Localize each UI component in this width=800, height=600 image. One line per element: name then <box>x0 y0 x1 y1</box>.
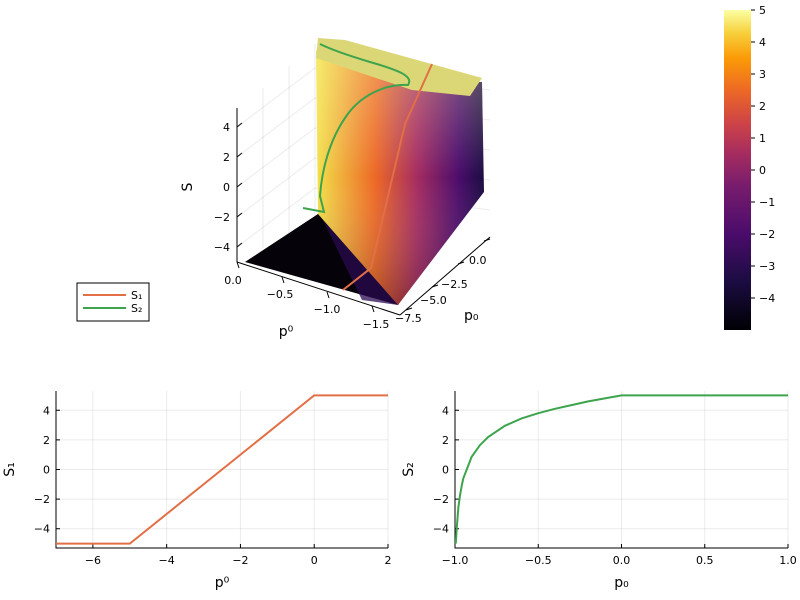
surface-x-tick: −2.5 <box>441 278 468 291</box>
surface-plateau <box>316 38 482 96</box>
s1-x-tick: −2 <box>232 554 248 567</box>
s2-series-line <box>454 394 788 544</box>
surface-z-tick: 2 <box>223 151 230 164</box>
s2-y-tick: 4 <box>442 404 449 417</box>
legend-box <box>76 282 150 322</box>
colorbar-tick: 0 <box>759 164 766 177</box>
surface-z-tick: −2 <box>214 211 230 224</box>
s1-series-line <box>56 394 388 545</box>
surface-x-axis-line <box>399 236 491 316</box>
s2-x-tick: −0.5 <box>525 554 552 567</box>
legend-s1-label: S₁ <box>131 289 142 302</box>
surface-slope-shade <box>316 50 484 305</box>
colorbar-tick: −4 <box>759 292 775 305</box>
s1-y-tick: −4 <box>34 523 50 536</box>
surface-z-ticks: 4 2 0 −2 −4 <box>214 121 243 254</box>
surface-y-tick: −1.5 <box>363 318 390 331</box>
s2-y-tick: 2 <box>442 434 449 447</box>
colorbar-tick: 1 <box>759 132 766 145</box>
surface-s2-curve <box>302 43 411 214</box>
surface-z-label: S <box>180 182 196 191</box>
s2-y-label: S₂ <box>401 462 417 477</box>
s2-y-tick: −2 <box>433 493 449 506</box>
legend-s2-label: S₂ <box>131 302 142 315</box>
s2-x-tick: 0.0 <box>613 554 631 567</box>
surface-y-tick: 0.0 <box>224 274 242 287</box>
s1-y-tick: 2 <box>43 434 50 447</box>
surface-legend: S₁ S₂ <box>76 282 150 322</box>
s2-x-tick: 1.0 <box>779 554 797 567</box>
s1-y-tick: 4 <box>43 404 50 417</box>
s2-y-tick: −4 <box>433 523 449 536</box>
s1-x-tick: 2 <box>385 554 392 567</box>
s1-x-tick: −4 <box>159 554 175 567</box>
s1-line-chart: −6 −4 −2 0 2 4 2 0 −2 −4 p⁰ S₁ <box>2 391 392 591</box>
surface-y-ticks: 0.0 −0.5 −1.0 −1.5 <box>224 261 390 331</box>
s1-x-tick: −6 <box>85 554 101 567</box>
s2-y-tick: 0 <box>442 464 449 477</box>
colorbar-tick: 3 <box>759 68 766 81</box>
colorbar-ticks: 5 4 3 2 1 0 −1 −2 −3 −4 <box>751 4 775 305</box>
surface-x-tick: −7.5 <box>395 312 422 325</box>
s1-x-label: p⁰ <box>215 575 230 591</box>
surface-plot: 4 2 0 −2 −4 S 0.0 −0.5 −1.0 −1.5 p⁰ 0.0 … <box>76 38 491 340</box>
surface-z-tick: 4 <box>223 121 230 134</box>
s1-y-tick: 0 <box>43 464 50 477</box>
surface-x-label: p₀ <box>464 308 479 324</box>
colorbar-tick: 2 <box>759 100 766 113</box>
surface-z-tick: −4 <box>214 241 230 254</box>
s2-x-tick: 0.5 <box>696 554 714 567</box>
colorbar-gradient <box>724 10 751 330</box>
colorbar-tick: 4 <box>759 36 766 49</box>
surface-x-ticks: 0.0 −2.5 −5.0 −7.5 <box>395 238 491 325</box>
colorbar-tick: −2 <box>759 228 775 241</box>
colorbar-tick: −1 <box>759 196 775 209</box>
s2-x-tick: −1.0 <box>442 554 469 567</box>
surface-x-tick: 0.0 <box>469 254 487 267</box>
surface-z-tick: 0 <box>223 181 230 194</box>
s1-axes <box>55 391 388 549</box>
s1-x-tick: 0 <box>311 554 318 567</box>
s1-y-tick: −2 <box>34 493 50 506</box>
surface-x-tick: −5.0 <box>420 294 447 307</box>
surface-y-axis-line <box>236 261 401 316</box>
s2-line-chart: −1.0 −0.5 0.0 0.5 1.0 4 2 0 −2 −4 p₀ S₂ <box>401 391 797 591</box>
colorbar-tick: −3 <box>759 260 775 273</box>
s2-x-label: p₀ <box>614 575 629 591</box>
surface-y-label: p⁰ <box>279 324 294 340</box>
surface-y-tick: −1.0 <box>314 303 341 316</box>
surface-s1-curve <box>342 63 433 291</box>
s1-y-label: S₁ <box>2 462 18 477</box>
colorbar-tick: 5 <box>759 4 766 17</box>
surface-y-tick: −0.5 <box>267 288 294 301</box>
colorbar: 5 4 3 2 1 0 −1 −2 −3 −4 <box>724 4 775 330</box>
